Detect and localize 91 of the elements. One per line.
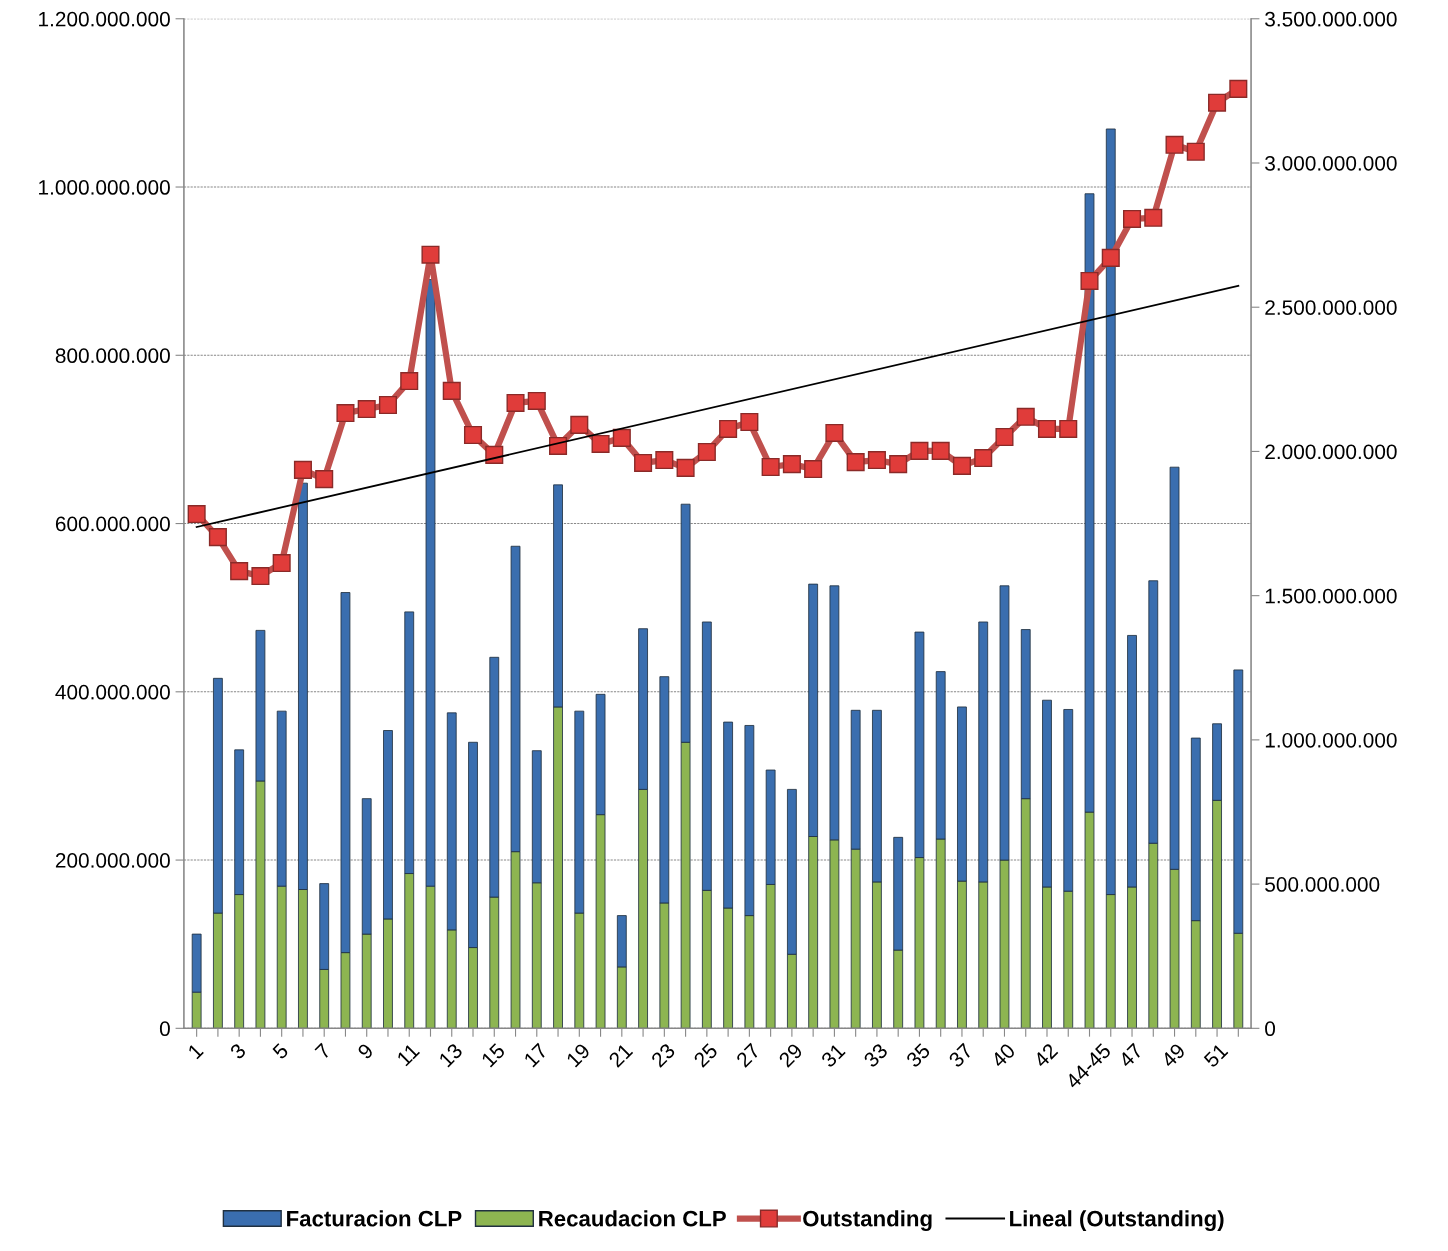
point <box>1165 135 1184 154</box>
point <box>1144 208 1163 227</box>
point <box>272 554 291 573</box>
point <box>1101 248 1120 267</box>
x-tick-label: 35 <box>905 1042 931 1069</box>
x-tick-label: 7 <box>314 1042 332 1060</box>
point <box>315 470 334 489</box>
y2-tick-label: 1.500.000.000 <box>1265 588 1397 604</box>
x-tick-label: 40 <box>990 1042 1017 1069</box>
point <box>1122 209 1142 228</box>
point <box>655 451 674 470</box>
point <box>506 393 525 413</box>
x-tick-label: 1 <box>187 1042 204 1060</box>
point <box>1229 79 1248 98</box>
point <box>1016 407 1035 426</box>
point <box>952 456 971 475</box>
point <box>867 451 886 470</box>
y2-tick-label: 2.000.000.000 <box>1265 444 1397 460</box>
point <box>1208 93 1227 112</box>
point <box>719 419 738 438</box>
x-tick-label: 11 <box>396 1042 420 1067</box>
y-tick-label: 400.000.000 <box>55 684 170 700</box>
legend-label: Outstanding <box>803 1210 932 1231</box>
x-tick-label: 13 <box>438 1042 464 1068</box>
point <box>782 455 801 474</box>
point <box>676 458 695 477</box>
point <box>357 400 376 419</box>
y-tick-label: 600.000.000 <box>55 516 170 532</box>
y-tick-label: 200.000.000 <box>55 853 170 868</box>
y-tick-label: 1.200.000.000 <box>39 11 170 27</box>
x-tick-label: 27 <box>735 1042 761 1068</box>
point <box>634 453 653 472</box>
point <box>463 425 483 445</box>
y2-tick-label: 3.500.000.000 <box>1265 11 1397 27</box>
x-tick-label: 3 <box>229 1042 247 1060</box>
x-tick-label: 49 <box>1160 1042 1186 1069</box>
x-tick-label: 23 <box>650 1042 676 1068</box>
point <box>697 442 716 462</box>
point <box>527 391 546 410</box>
point <box>889 455 908 474</box>
y2-tick-label: 2.500.000.000 <box>1265 300 1397 315</box>
x-tick-label: 25 <box>692 1042 719 1068</box>
point <box>442 381 461 400</box>
point <box>974 449 993 468</box>
point <box>208 528 227 547</box>
x-tick-label: 33 <box>862 1042 889 1069</box>
point <box>400 372 419 391</box>
point <box>591 434 610 453</box>
x-tick-label: 19 <box>565 1042 591 1068</box>
point <box>230 562 249 581</box>
legend-label: Recaudacion CLP <box>539 1210 726 1227</box>
point <box>570 415 589 434</box>
y-tick-label: 0 <box>159 1021 170 1037</box>
point <box>740 412 759 432</box>
y2-tick-label: 3.000.000.000 <box>1265 155 1397 171</box>
x-tick-label: 47 <box>1117 1042 1144 1069</box>
point <box>293 460 312 479</box>
legend-label: Facturacion CLP <box>287 1210 462 1227</box>
point <box>995 427 1014 447</box>
point <box>251 567 270 586</box>
y-tick-label: 800.000.000 <box>55 348 170 364</box>
y2-tick-label: 1.000.000.000 <box>1265 732 1397 748</box>
x-tick-label: 31 <box>820 1042 846 1069</box>
x-tick-label: 15 <box>480 1042 506 1068</box>
x-tick-label: 21 <box>607 1042 634 1068</box>
point <box>1059 419 1078 438</box>
x-tick-label: 37 <box>947 1042 974 1069</box>
point <box>910 441 929 460</box>
x-tick-label: 42 <box>1032 1042 1059 1069</box>
point <box>336 404 355 423</box>
point <box>1080 271 1099 290</box>
x-tick-label: 9 <box>356 1042 375 1060</box>
point <box>825 423 844 443</box>
point <box>804 459 823 479</box>
point <box>846 453 865 472</box>
x-tick-label: 17 <box>523 1042 549 1068</box>
x-tick-label: 29 <box>777 1042 804 1068</box>
point <box>421 245 440 264</box>
point <box>612 428 631 447</box>
point <box>187 504 206 524</box>
x-tick-label: 5 <box>271 1042 290 1060</box>
point <box>761 457 780 477</box>
y2-tick-label: 0 <box>1265 1021 1276 1037</box>
y2-tick-label: 500.000.000 <box>1265 877 1380 892</box>
legend-label: Lineal (Outstanding) <box>1010 1210 1224 1231</box>
point <box>1186 142 1205 161</box>
point <box>931 441 950 460</box>
x-tick-label: 51 <box>1203 1042 1229 1069</box>
y-tick-label: 1.000.000.000 <box>39 180 170 195</box>
point <box>378 395 398 415</box>
point <box>1037 419 1057 438</box>
